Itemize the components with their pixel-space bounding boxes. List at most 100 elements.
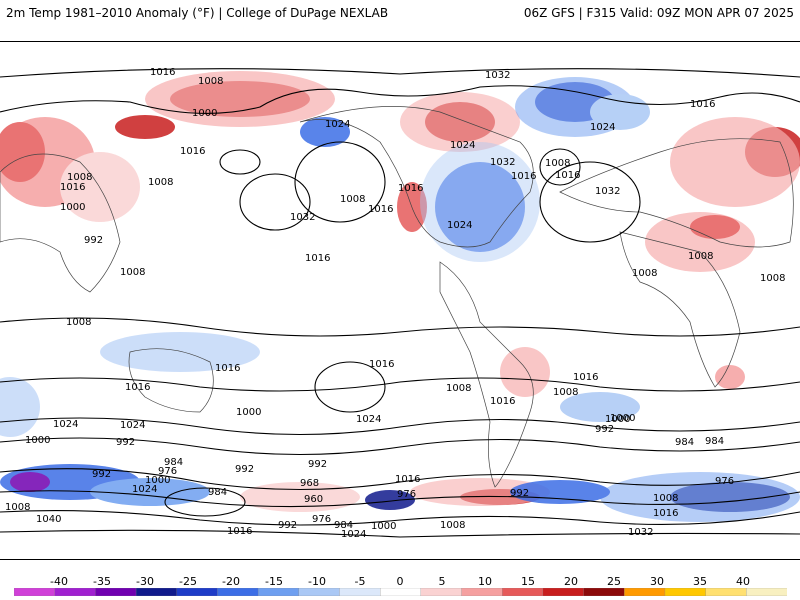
isobar-label: 1024: [132, 484, 157, 495]
colorbar-swatch: [664, 588, 707, 596]
isobars: [0, 68, 800, 538]
isobar-label: 1008: [440, 520, 465, 531]
isobar-label: 976: [312, 514, 331, 525]
isobar-label: 1016: [369, 359, 394, 370]
colorbar-tick: -5: [354, 575, 366, 588]
isobar-label: 1000: [60, 202, 85, 213]
isobar-label: 1016: [150, 67, 175, 78]
isobar-label: 1016: [398, 183, 423, 194]
isobar-label: 1024: [325, 119, 350, 130]
isobar-label: 992: [510, 488, 529, 499]
colorbar-swatch: [14, 588, 56, 596]
isobar-label: 1008: [446, 383, 471, 394]
isobar-label: 1016: [227, 526, 252, 537]
model-run-info: 06Z GFS | F315 Valid: 09Z MON APR 07 202…: [523, 6, 794, 20]
isobar-label: 1032: [490, 157, 515, 168]
isobar-label: 1032: [628, 527, 653, 538]
colorbar-tick: 5: [438, 575, 446, 588]
colorbar-tick: 35: [693, 575, 707, 588]
colorbar-tick-labels: -40 -35 -30 -25 -20 -15 -10 -5 0 5 10 15…: [0, 575, 800, 588]
isobar-label: 1024: [450, 140, 475, 151]
isobar-label: 1016: [125, 382, 150, 393]
isobar-label: 1040: [36, 514, 61, 525]
isobar-label: 1024: [356, 414, 381, 425]
isobar-label: 1008: [553, 387, 578, 398]
colorbar-tick: 40: [736, 575, 750, 588]
colorbar-tick: -25: [179, 575, 197, 588]
warm-anomalies: [0, 71, 800, 512]
isobar-label: 992: [92, 469, 111, 480]
isobar-label: 984: [705, 436, 724, 447]
colorbar-swatch: [257, 588, 300, 596]
isobar-label: 1000: [371, 521, 396, 532]
colorbar-tick: -10: [308, 575, 326, 588]
cold-anomalies: [0, 77, 800, 522]
isobar-label: 984: [675, 437, 694, 448]
colorbar-tick: -20: [222, 575, 240, 588]
isobar-label: 1000: [192, 108, 217, 119]
colorbar-swatch: [705, 588, 747, 596]
isobar-label: 1016: [490, 396, 515, 407]
colorbar-swatch: [95, 588, 137, 596]
isobar-label: 1008: [632, 268, 657, 279]
isobar-label: 992: [595, 424, 614, 435]
isobar-label: 1016: [690, 99, 715, 110]
isobar-label: 1008: [198, 76, 223, 87]
isobar-label: 1016: [653, 508, 678, 519]
isobar-label: 1016: [305, 253, 330, 264]
colorbar-tick: -15: [265, 575, 283, 588]
isobar-label: 1008: [760, 273, 785, 284]
isobar-label: 1008: [120, 267, 145, 278]
colorbar-swatch: [420, 588, 463, 596]
map-header: 2m Temp 1981–2010 Anomaly (°F) | College…: [0, 0, 800, 28]
isobar-label: 1032: [485, 70, 510, 81]
coastlines: [0, 106, 794, 488]
colorbar-tick: 10: [478, 575, 492, 588]
isobar-label: 1016: [368, 204, 393, 215]
map-graphic: 1016 1008 1000 1024 1032 1016 1008 1016 …: [0, 67, 800, 540]
isobar-label: 1000: [605, 414, 630, 425]
colorbar-swatch: [176, 588, 219, 596]
isobar-label: 1008: [66, 317, 91, 328]
isobar-label: 992: [84, 235, 103, 246]
isobar-label: 1024: [120, 420, 145, 431]
isobar-label: 1016: [555, 170, 580, 181]
isobar-label: 984: [334, 520, 353, 531]
isobar-label: 1024: [53, 419, 78, 430]
colorbar-tick: 15: [521, 575, 535, 588]
colorbar-swatch: [542, 588, 585, 596]
colorbar-tick: 20: [564, 575, 578, 588]
colorbar-tick: 30: [650, 575, 664, 588]
isobar-label: 1016: [573, 372, 598, 383]
isobar-label: 1024: [341, 529, 366, 540]
isobar-label: 976: [158, 466, 177, 477]
colorbar-swatch: [54, 588, 97, 596]
isobar-label: 1024: [590, 122, 615, 133]
colorbar-swatch: [298, 588, 341, 596]
colorbar-swatch: [339, 588, 381, 596]
isobar-label: 1032: [595, 186, 620, 197]
isobar-label: 976: [397, 489, 416, 500]
colorbar-swatch: [217, 588, 259, 596]
isobar-label: 1000: [145, 475, 170, 486]
isobar-label: 1032: [290, 212, 315, 223]
colorbar-swatch: [380, 588, 422, 596]
colorbar: [14, 588, 787, 596]
isobar-label: 1016: [215, 363, 240, 374]
isobar-label: 1008: [340, 194, 365, 205]
colorbar-swatch: [583, 588, 625, 596]
isobar-label: 992: [308, 459, 327, 470]
isobar-label: 976: [715, 476, 734, 487]
isobar-label: 1000: [25, 435, 50, 446]
isobar-label: 1016: [60, 182, 85, 193]
isobar-label: 1024: [447, 220, 472, 231]
colorbar-swatch: [502, 588, 544, 596]
isobar-label: 1008: [67, 172, 92, 183]
isobar-label: 1008: [5, 502, 30, 513]
colorbar-tick: 25: [607, 575, 621, 588]
isobar-label: 1008: [545, 158, 570, 169]
colorbar-swatch: [624, 588, 666, 596]
colorbar-swatch: [746, 588, 787, 596]
isobar-label: 992: [116, 437, 135, 448]
isobar-label: 992: [235, 464, 254, 475]
